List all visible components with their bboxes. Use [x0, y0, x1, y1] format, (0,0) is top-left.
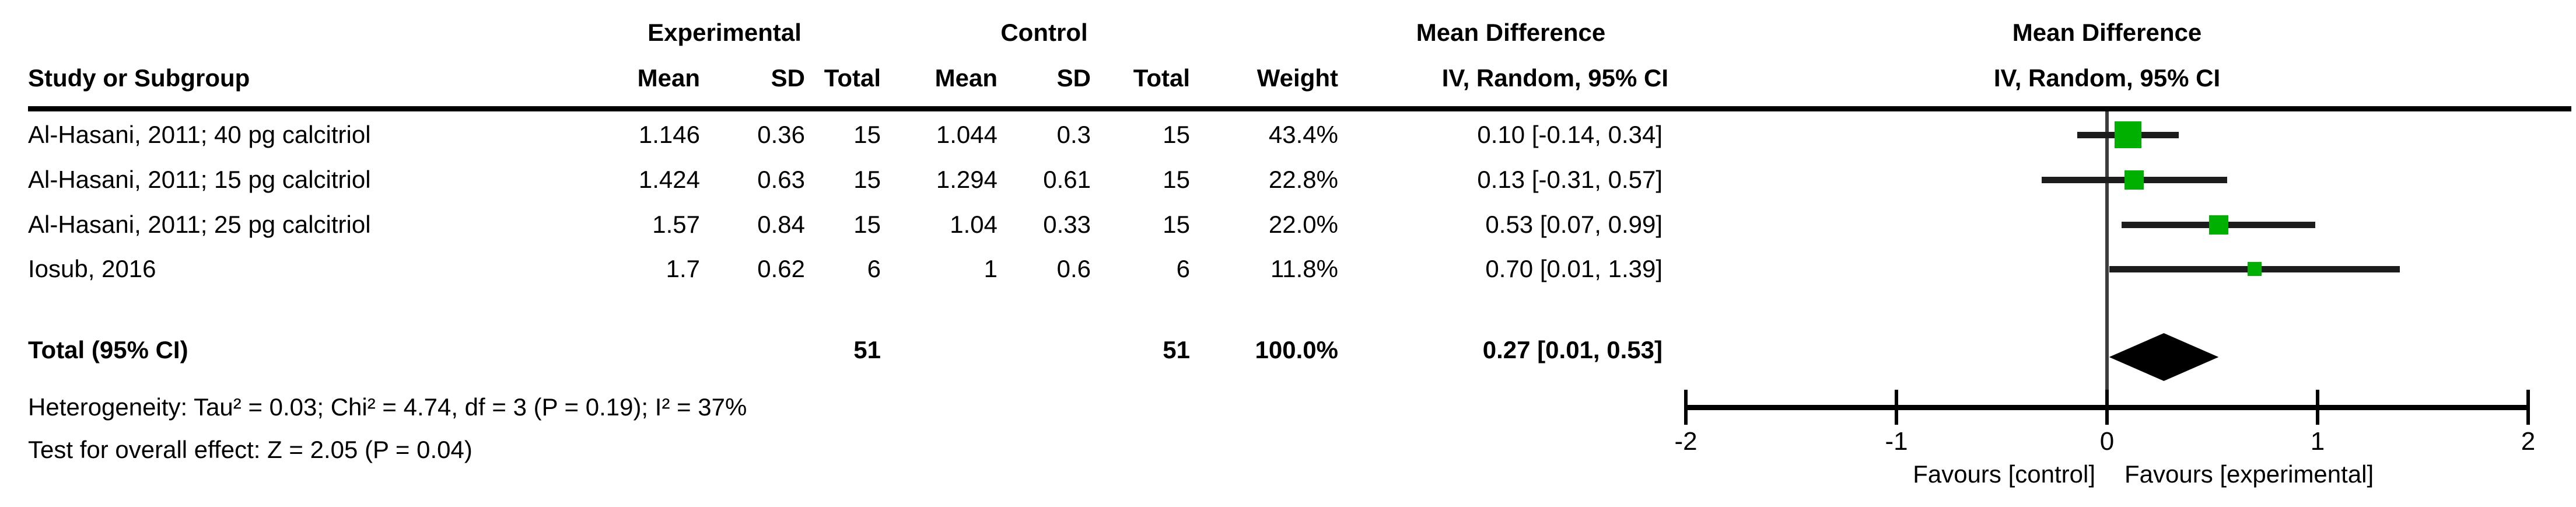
- total-exp-total: 51: [853, 336, 881, 363]
- zero-effect-line: [2105, 111, 2109, 410]
- total-diamond: [2109, 333, 2219, 381]
- axis-tick-label: -2: [1674, 427, 1698, 456]
- exp-sd: 0.36: [757, 121, 805, 148]
- weight: 43.4%: [1268, 121, 1338, 148]
- ci-text: 0.10 [-0.14, 0.34]: [1477, 121, 1662, 148]
- ci-text: 0.70 [0.01, 1.39]: [1485, 255, 1662, 282]
- exp-total: 6: [867, 255, 881, 282]
- study-column-header: Study or Subgroup: [28, 64, 250, 92]
- favours-experimental-label: Favours [experimental]: [2124, 460, 2374, 488]
- weight: 11.8%: [1270, 255, 1338, 282]
- axis-tick-label: 2: [2521, 427, 2536, 456]
- total-ci-text: 0.27 [0.01, 0.53]: [1482, 336, 1662, 363]
- favours-control-label: Favours [control]: [1913, 460, 2095, 488]
- ctl-total: 6: [1176, 255, 1190, 282]
- ctl-total: 15: [1163, 166, 1190, 193]
- exp-sd: 0.84: [757, 211, 805, 238]
- study-name: Al-Hasani, 2011; 40 pg calcitriol: [28, 121, 371, 148]
- axis-tick-label: 0: [2099, 427, 2115, 456]
- study-marker: [2124, 170, 2144, 190]
- exp-mean-column-header: Mean: [637, 64, 700, 92]
- ctl-sd: 0.33: [1043, 211, 1091, 238]
- total-ctl-total: 51: [1163, 336, 1190, 363]
- axis-tick: [2105, 390, 2109, 425]
- ctl-mean: 1.044: [936, 121, 998, 148]
- weight: 22.8%: [1268, 166, 1338, 193]
- ctl-sd: 0.6: [1056, 255, 1091, 282]
- ci-column-header: IV, Random, 95% CI: [1441, 64, 1668, 92]
- exp-sd: 0.63: [757, 166, 805, 193]
- study-marker: [2115, 121, 2142, 148]
- study-name: Iosub, 2016: [28, 255, 156, 282]
- ctl-total-column-header: Total: [1133, 64, 1190, 92]
- plot-ci-column-header: IV, Random, 95% CI: [1993, 64, 2221, 92]
- exp-mean: 1.424: [638, 166, 700, 193]
- study-marker: [2208, 215, 2228, 235]
- exp-total: 15: [853, 166, 881, 193]
- axis-tick: [1684, 390, 1688, 425]
- exp-mean: 1.146: [638, 121, 700, 148]
- total-weight: 100.0%: [1255, 336, 1338, 363]
- ctl-sd-column-header: SD: [1056, 64, 1091, 92]
- control-group-header: Control: [1000, 19, 1088, 46]
- ci-text: 0.53 [0.07, 0.99]: [1485, 211, 1662, 238]
- exp-total: 15: [853, 211, 881, 238]
- axis-tick: [1895, 390, 1898, 425]
- ctl-mean: 1.04: [950, 211, 998, 238]
- mean-difference-text-header: Mean Difference: [1416, 19, 1606, 46]
- ctl-mean: 1.294: [936, 166, 998, 193]
- exp-mean: 1.57: [652, 211, 700, 238]
- study-name: Al-Hasani, 2011; 15 pg calcitriol: [28, 166, 371, 193]
- weight: 22.0%: [1268, 211, 1338, 238]
- exp-total-column-header: Total: [824, 64, 881, 92]
- ctl-total: 15: [1163, 121, 1190, 148]
- ctl-total: 15: [1163, 211, 1190, 238]
- header-divider-line: [28, 106, 2571, 111]
- overall-effect-note: Test for overall effect: Z = 2.05 (P = 0…: [28, 436, 473, 463]
- ctl-sd: 0.3: [1056, 121, 1091, 148]
- ci-text: 0.13 [-0.31, 0.57]: [1477, 166, 1662, 193]
- axis-tick: [2316, 390, 2319, 425]
- axis-tick: [2526, 390, 2530, 425]
- study-name: Al-Hasani, 2011; 25 pg calcitriol: [28, 211, 371, 238]
- ctl-sd: 0.61: [1043, 166, 1091, 193]
- ctl-mean-column-header: Mean: [935, 64, 998, 92]
- ctl-mean: 1: [984, 255, 998, 282]
- mean-difference-plot-header: Mean Difference: [2012, 19, 2202, 46]
- heterogeneity-note: Heterogeneity: Tau² = 0.03; Chi² = 4.74,…: [28, 393, 747, 421]
- exp-sd-column-header: SD: [771, 64, 805, 92]
- weight-column-header: Weight: [1256, 64, 1338, 92]
- exp-total: 15: [853, 121, 881, 148]
- exp-sd: 0.62: [757, 255, 805, 282]
- exp-mean: 1.7: [666, 255, 700, 282]
- study-marker: [2247, 262, 2262, 276]
- axis-tick-label: 1: [2310, 427, 2325, 456]
- experimental-group-header: Experimental: [648, 19, 802, 46]
- axis-tick-label: -1: [1885, 427, 1908, 456]
- total-label: Total (95% CI): [28, 336, 188, 363]
